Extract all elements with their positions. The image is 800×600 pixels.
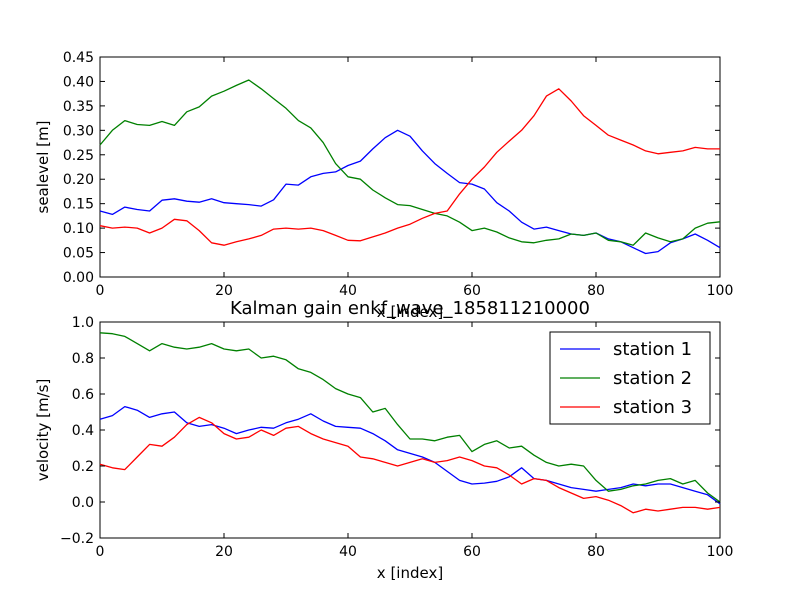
chart-2: 0 20 40 60 80 100 −0.2 0.0 0.2 0.4 0.6 0.8 1.0 x [ind… (34, 298, 733, 582)
x-tick-label: 100 (707, 544, 734, 560)
y-tick-label: 0.05 (63, 246, 94, 262)
chart-title: Kalman gain enkf_wave_185811210000 (230, 298, 590, 319)
legend: station 1 station 2 station 3 (549, 331, 711, 425)
y-axis-label: velocity [m/s] (34, 379, 52, 482)
y-tick-label: 0.0 (72, 495, 94, 511)
x-axis-label: x [index] (377, 303, 443, 321)
x-tick-label: 80 (587, 544, 605, 560)
y-tick-label: 0.15 (63, 197, 94, 213)
series-line-3 (99, 416, 721, 514)
y-tick-label: 0.00 (63, 270, 94, 286)
x-tick-label: 100 (707, 283, 734, 299)
series-line-2 (99, 79, 721, 246)
x-axis-label: x [index] (377, 564, 443, 582)
plot-frame (99, 56, 721, 278)
y-tick-label: 0.35 (63, 99, 94, 115)
x-tick-label: 60 (463, 283, 481, 299)
y-tick-label: 0.4 (72, 423, 94, 439)
x-tick-label: 20 (215, 283, 233, 299)
x-tick-label: 60 (463, 544, 481, 560)
y-tick-label: 0.30 (63, 123, 94, 139)
y-tick-label: 0.10 (63, 221, 94, 237)
y-tick-label: 0.25 (63, 148, 94, 164)
y-tick-label: 0.45 (63, 50, 94, 66)
y-tick-label: 0.40 (63, 74, 94, 90)
chart-1: 0 20 40 60 80 100 0.00 0.05 0.10 0.15 0.20 0.25 0.30… (34, 50, 733, 321)
y-tick-label: 0.2 (72, 459, 94, 475)
x-tick-label: 20 (215, 544, 233, 560)
x-tick-label: 40 (339, 283, 357, 299)
legend-label-1: station 1 (613, 339, 692, 360)
y-tick-label: −0.2 (60, 531, 94, 547)
x-tick-label: 80 (587, 283, 605, 299)
series-line-3 (99, 88, 720, 246)
series-line-1 (99, 405, 721, 505)
y-tick-label: 1.0 (72, 315, 94, 331)
x-tick-label: 40 (339, 544, 357, 560)
y-axis-label: sealevel [m] (34, 121, 52, 214)
y-tick-label: 0.6 (72, 387, 94, 403)
series-line-2 (99, 332, 721, 503)
y-tick-label: 0.20 (63, 172, 94, 188)
y-tick-label: 0.8 (72, 351, 94, 367)
legend-label-2: station 2 (613, 368, 692, 389)
x-tick-label: 0 (96, 283, 105, 299)
legend-label-3: station 3 (613, 397, 692, 418)
x-tick-label: 0 (96, 544, 105, 560)
